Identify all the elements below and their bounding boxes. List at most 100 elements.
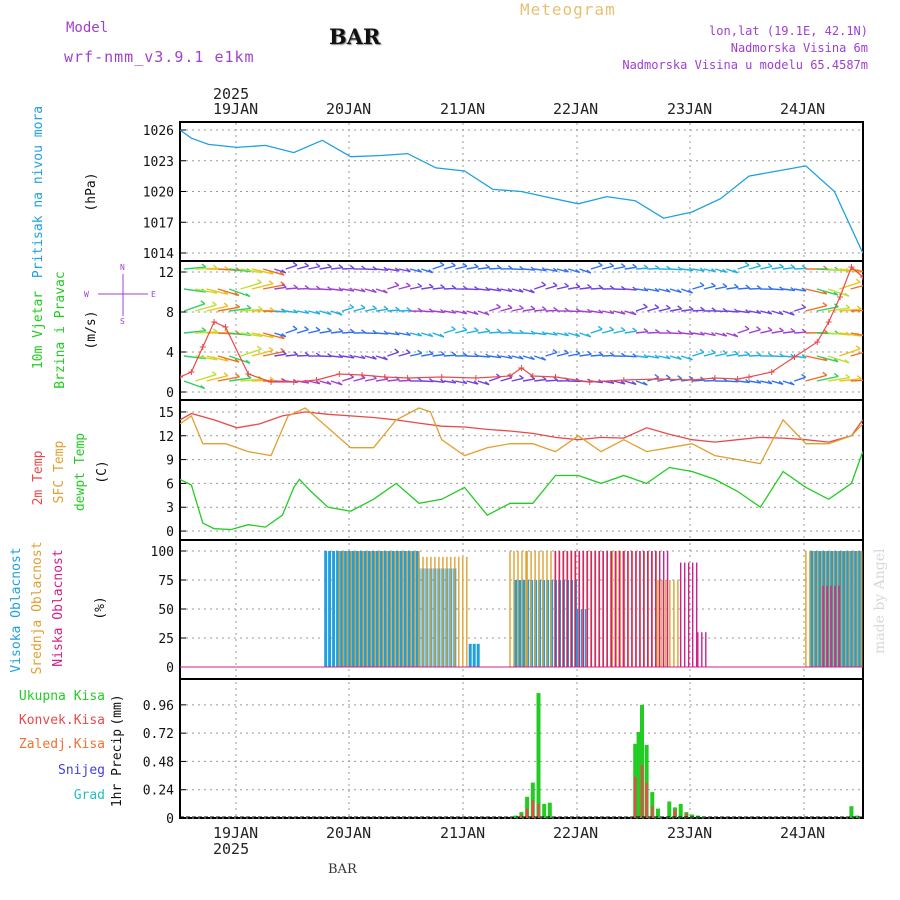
wind-barb-tip (688, 305, 694, 311)
wind-speed-marker (245, 371, 252, 377)
wind-barb-tip (699, 281, 705, 287)
wind-barb-tip (293, 309, 299, 314)
wind-barb-tip (337, 381, 343, 386)
wind-barb (568, 332, 580, 337)
cloud-bar-low_cloud (666, 551, 669, 667)
wind-barb-tip (211, 371, 217, 376)
wind-barb (308, 310, 321, 315)
wind-barb-tip (315, 326, 321, 331)
wind-axis-unit: (m/s) (84, 310, 99, 349)
wind-barb (217, 288, 240, 297)
wind-barb (850, 284, 863, 290)
wind-barb (827, 355, 850, 364)
wind-barb (398, 285, 411, 290)
wind-speed-marker (859, 274, 863, 280)
legend-hail: Grad (74, 788, 105, 803)
wind-barb-tip (360, 288, 366, 293)
wind-barb-tip (280, 281, 286, 286)
wind-barb-tip (756, 262, 762, 267)
cloud-bar-low_cloud (697, 632, 699, 667)
wind-barb-tip (304, 309, 310, 314)
wind-barb (183, 288, 206, 293)
wind-barb-tip (268, 280, 274, 285)
wind-barb-tip (855, 278, 861, 283)
cloud-bar-mid_cloud (805, 551, 807, 667)
cloud-bar-mid_cloud (370, 551, 372, 667)
wind-barb-tip (530, 305, 536, 310)
cloud-bar-high_cloud (853, 551, 857, 667)
precip-bar-total_precip (656, 808, 660, 818)
wind-barb-tip (733, 269, 739, 274)
wind-barb-tip (564, 332, 570, 337)
wind-barb-tip (564, 282, 570, 287)
cloud-bar-high_cloud (364, 551, 367, 667)
wind-barb-tip (575, 283, 581, 288)
wind-barb (217, 355, 240, 363)
wind-barb-tip (439, 333, 445, 338)
wind-barb-tip (361, 329, 366, 334)
wind-compass-icon: W E N S (84, 263, 156, 326)
cloud-bar-low_cloud (606, 551, 608, 667)
wind-barb (398, 352, 411, 357)
cloud-bar-high_cloud (324, 551, 328, 667)
cloud-bar-mid_cloud (861, 551, 863, 667)
wind-barb-tip (450, 325, 456, 331)
wind-barb (579, 286, 592, 290)
wind-barb (635, 306, 648, 312)
cloud-bar-high_cloud (818, 551, 822, 667)
wind-barb (376, 308, 389, 312)
wind-barb-tip (744, 262, 750, 266)
temperature-panel-frame (179, 399, 864, 541)
y-tick-label: 100 (151, 545, 174, 560)
wind-barb-tip (756, 285, 762, 290)
wind-barb-tip (575, 350, 581, 355)
wind-barb (364, 377, 377, 382)
wind-barb-tip (855, 345, 861, 350)
cloud-bar-high_cloud (356, 551, 359, 667)
wind-barb-tip (269, 376, 275, 381)
wind-speed-marker (848, 264, 855, 270)
wind-barb-tip (767, 262, 773, 268)
cloud-bar-mid_cloud (821, 551, 823, 667)
cloud-bar-mid_cloud (418, 556, 420, 667)
wind-barb (443, 265, 456, 270)
wind-speed-marker (507, 373, 514, 379)
precip-bar-total_precip (667, 801, 672, 818)
wind-barb-tip (541, 281, 547, 286)
wind-barb (488, 376, 501, 382)
cloud-bar-low_cloud (570, 551, 573, 667)
wind-barb-tip (665, 355, 671, 360)
wind-barb-tip (711, 307, 717, 312)
wind-barb-tip (223, 290, 229, 295)
wind-barb (714, 332, 727, 337)
wind-barb-tip (212, 264, 218, 269)
cloud-bar-high_cloud (395, 551, 399, 667)
bottom-day-label: 22JAN (553, 824, 598, 842)
wind-barb-tip (733, 283, 739, 288)
wind-barb (805, 288, 828, 295)
wind-barb (601, 265, 614, 270)
cloud-bar-mid_cloud (550, 551, 552, 667)
wind-barb (183, 330, 206, 334)
wind-barb (794, 331, 807, 334)
wind-barb (319, 355, 332, 358)
wind-barb (714, 352, 727, 357)
wind-barb-tip (451, 351, 457, 356)
wind-barb-tip (327, 263, 332, 268)
wind-barb (771, 266, 784, 270)
cloud-bar-high_cloud (810, 551, 814, 667)
wind-barb-tip (778, 327, 784, 332)
wind-barb (737, 328, 750, 334)
wind-barb-tip (868, 334, 872, 337)
wind-barb-tip (733, 333, 739, 338)
wind-barb-tip (462, 262, 468, 267)
wind-barb-tip (304, 351, 310, 356)
wind-barb (443, 310, 456, 314)
wind-barb-tip (417, 282, 423, 288)
wind-barb-tip (789, 311, 795, 316)
wind-barb-tip (200, 300, 206, 305)
y-tick-label: 12 (158, 266, 174, 281)
y-tick-label: 75 (158, 574, 174, 589)
wind-barb (635, 288, 648, 292)
cloud-bar-mid_cloud (829, 551, 831, 667)
